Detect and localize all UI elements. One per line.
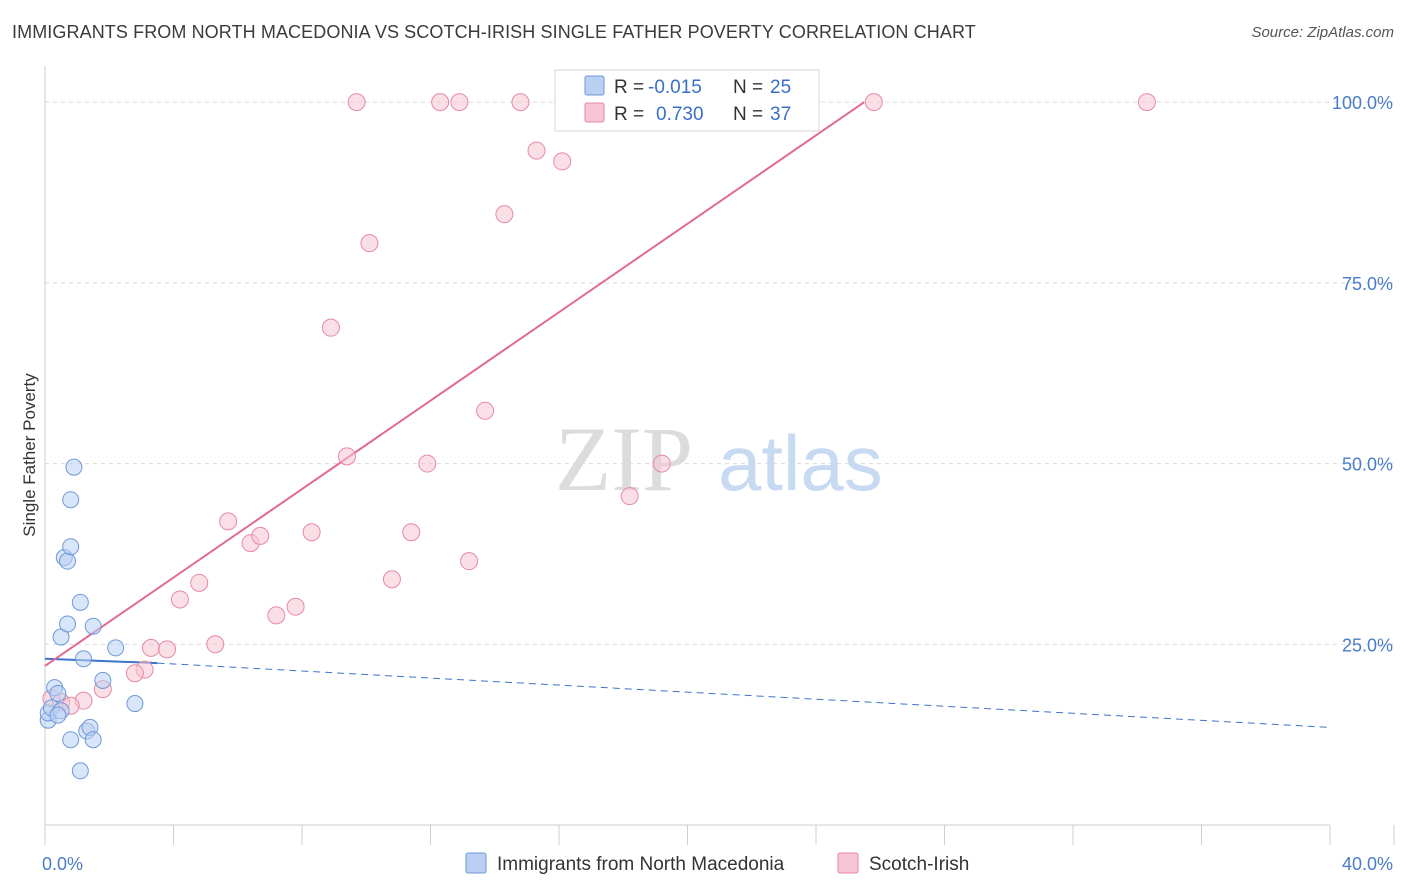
pink-point — [620, 487, 639, 506]
blue-point — [84, 731, 102, 749]
watermark-atlas: atlas — [718, 419, 883, 507]
pink-point — [431, 93, 450, 112]
pink-point — [347, 93, 366, 112]
source-label: Source: ZipAtlas.com — [1251, 24, 1394, 41]
blue-point — [84, 617, 102, 635]
legend-swatch-pink — [584, 102, 605, 123]
legend-n-label-pink: N = — [733, 104, 763, 125]
pink-point — [337, 447, 356, 466]
y-tick-label-3: 100.0% — [1332, 93, 1393, 113]
pink-point — [302, 523, 321, 542]
legend-n-value-pink: 37 — [770, 104, 791, 125]
bottom-legend-swatch-blue — [465, 852, 487, 874]
bottom-legend-swatch-pink — [837, 852, 859, 874]
pink-point — [190, 573, 209, 592]
blue-point — [71, 762, 89, 780]
pink-point — [251, 526, 270, 545]
legend-n-label-blue: N = — [733, 77, 763, 98]
pink-point — [450, 93, 469, 112]
pink-point — [652, 454, 671, 473]
pink-point — [527, 141, 546, 160]
blue-point — [58, 615, 76, 633]
blue-point — [71, 593, 89, 611]
pink-point — [321, 318, 340, 337]
top-legend: R = -0.015 N = 25 R = 0.730 N = 37 — [554, 69, 820, 132]
pink-point — [511, 93, 530, 112]
bottom-legend: Immigrants from North Macedonia Scotch-I… — [465, 852, 969, 875]
blue-point — [62, 491, 80, 509]
blue-point — [58, 552, 76, 570]
blue-point — [62, 731, 80, 749]
trend-line-pink — [44, 101, 865, 667]
pink-point — [286, 597, 305, 616]
legend-r-label-blue: R = — [614, 77, 644, 98]
blue-point — [65, 458, 83, 476]
gridlines — [45, 101, 1394, 645]
pink-point — [360, 234, 379, 253]
pink-point — [402, 523, 421, 542]
legend-r-value-pink: 0.730 — [656, 104, 704, 125]
x-tick-label-0: 0.0% — [42, 854, 83, 874]
y-tick-label-0: 25.0% — [1342, 635, 1393, 655]
pink-point — [495, 205, 514, 224]
pink-point — [1137, 93, 1156, 112]
blue-point — [62, 538, 80, 556]
pink-point — [158, 640, 177, 659]
pink-point — [170, 590, 189, 609]
bottom-legend-label-pink: Scotch-Irish — [869, 854, 969, 875]
pink-point — [267, 606, 286, 625]
pink-point — [553, 152, 572, 171]
pink-point — [206, 635, 225, 654]
legend-n-value-blue: 25 — [770, 77, 791, 98]
tick-labels: 25.0% 50.0% 75.0% 100.0% 0.0% 40.0% — [42, 93, 1393, 874]
pink-point — [219, 512, 238, 531]
pink-point — [125, 664, 144, 683]
chart-title: IMMIGRANTS FROM NORTH MACEDONIA VS SCOTC… — [12, 22, 976, 42]
x-tick-label-1: 40.0% — [1342, 854, 1393, 874]
pink-point — [142, 638, 161, 657]
legend-swatch-blue — [584, 75, 605, 96]
trend-line-blue — [44, 657, 158, 665]
blue-point — [107, 639, 125, 657]
legend-r-label-pink: R = — [614, 104, 644, 125]
blue-point — [94, 671, 112, 689]
y-tick-label-1: 50.0% — [1342, 455, 1393, 475]
blue-point — [75, 650, 93, 668]
blue-point — [126, 695, 144, 713]
pink-point — [418, 454, 437, 473]
pink-point — [382, 570, 401, 589]
bottom-legend-label-blue: Immigrants from North Macedonia — [497, 854, 785, 875]
pink-point — [864, 93, 883, 112]
pink-point — [460, 552, 479, 571]
blue-point — [49, 684, 67, 702]
blue-point — [49, 706, 67, 724]
y-tick-label-2: 75.0% — [1342, 274, 1393, 294]
trend-line-blue-dashed — [157, 662, 1331, 728]
data-points — [39, 93, 1156, 780]
pink-point — [476, 401, 495, 420]
trend-lines — [44, 101, 1331, 728]
watermark: ZIP atlas — [555, 408, 883, 510]
y-axis-label: Single Father Poverty — [20, 373, 39, 537]
legend-r-value-blue: -0.015 — [648, 77, 702, 98]
